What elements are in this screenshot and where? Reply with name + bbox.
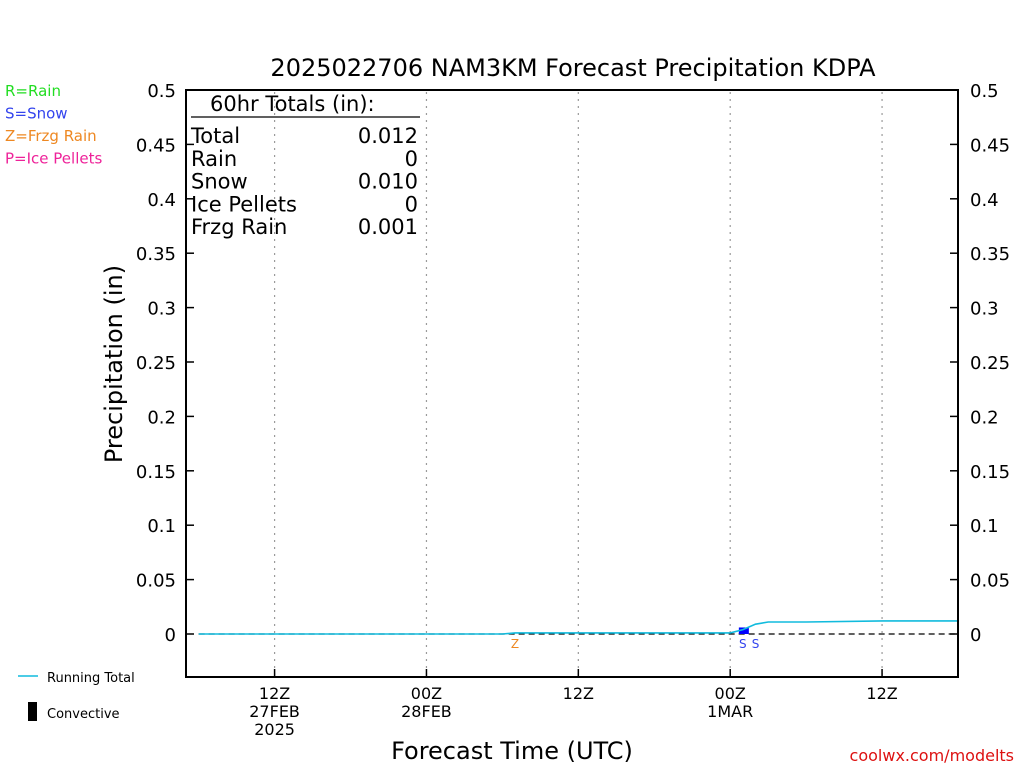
- credit-text[interactable]: coolwx.com/modelts: [850, 746, 1014, 765]
- legend-bar-swatch: [28, 702, 37, 721]
- totals-row-label: Ice Pellets: [191, 192, 297, 216]
- totals-row-value: 0: [405, 147, 418, 171]
- precip-type-marker: Z: [511, 637, 519, 651]
- convective-bar: [738, 627, 749, 634]
- precip-type-marker: S: [739, 637, 747, 651]
- bottom-legend: Running Total Convective: [18, 671, 135, 722]
- x-tick-label: 00Z: [411, 684, 442, 703]
- y-tick-label-right: 0.05: [970, 571, 1010, 592]
- y-axis-label: Precipitation (in): [100, 265, 128, 463]
- precip-type-legend-entry: S=Snow: [5, 105, 68, 123]
- running-total-series: [198, 620, 958, 635]
- y-tick-label-right: 0: [970, 625, 981, 646]
- chart-title: 2025022706 NAM3KM Forecast Precipitation…: [270, 54, 876, 82]
- x-tick-label: 2025: [254, 720, 295, 739]
- convective-bars: [738, 627, 749, 634]
- y-tick-label: 0.1: [147, 516, 176, 537]
- totals-row-label: Total: [190, 124, 240, 148]
- totals-row-value: 0.010: [358, 170, 418, 194]
- precip-type-marker: S: [752, 637, 760, 651]
- y-tick-label-right: 0.45: [970, 135, 1010, 156]
- y-tick-label: 0.15: [136, 462, 176, 483]
- y-tick-label-right: 0.3: [970, 299, 999, 320]
- totals-box: 60hr Totals (in): Total 0.012 Rain 0 Snow 0.01…: [190, 92, 420, 239]
- bottom-legend-label: Running Total: [47, 671, 135, 686]
- x-axis-label: Forecast Time (UTC): [391, 737, 633, 765]
- y-tick-label-right: 0.35: [970, 244, 1010, 265]
- y-tick-label: 0.05: [136, 571, 176, 592]
- plot-frame: [185, 89, 959, 678]
- y-tick-label-right: 0.25: [970, 353, 1010, 374]
- totals-row-label: Frzg Rain: [191, 215, 287, 239]
- x-tick-label: 12Z: [866, 684, 897, 703]
- y-tick-label: 0.2: [147, 407, 176, 428]
- x-tick-label: 1MAR: [707, 702, 753, 721]
- y-tick-label-right: 0.15: [970, 462, 1010, 483]
- precip-type-legend-entry: P=Ice Pellets: [5, 150, 102, 168]
- totals-row-label: Rain: [191, 147, 237, 171]
- totals-row-label: Snow: [191, 170, 248, 194]
- y-tick-label: 0.25: [136, 353, 176, 374]
- precip-type-legend: R=Rain S=Snow Z=Frzg Rain P=Ice Pellets: [5, 82, 102, 168]
- totals-heading: 60hr Totals (in):: [210, 92, 375, 116]
- running-total-line: [198, 620, 958, 635]
- y-tick-label-right: 0.4: [970, 190, 999, 211]
- y-tick-label: 0.35: [136, 244, 176, 265]
- totals-row-value: 0: [405, 192, 418, 216]
- y-tick-label: 0.3: [147, 299, 176, 320]
- y-axis-ticks: 0 0 0.05 0.05 0.1 0.1 0.15 0.15 0.2 0.2 0.25 0.25 0.…: [136, 81, 1010, 646]
- totals-row-value: 0.001: [358, 215, 418, 239]
- x-tick-label: 12Z: [259, 684, 290, 703]
- y-tick-label-right: 0.2: [970, 407, 999, 428]
- y-tick-label: 0.5: [147, 81, 176, 102]
- x-tick-label: 28FEB: [401, 702, 452, 721]
- x-tick-label: 12Z: [563, 684, 594, 703]
- precip-type-legend-entry: Z=Frzg Rain: [5, 127, 97, 145]
- y-tick-label: 0.4: [147, 190, 176, 211]
- x-tick-label: 27FEB: [249, 702, 300, 721]
- y-tick-label: 0.45: [136, 135, 176, 156]
- totals-row-value: 0.012: [358, 124, 418, 148]
- x-tick-label: 00Z: [715, 684, 746, 703]
- bottom-legend-label: Convective: [47, 707, 120, 722]
- y-tick-label-right: 0.1: [970, 516, 999, 537]
- precip-type-legend-entry: R=Rain: [5, 82, 61, 100]
- y-tick-label-right: 0.5: [970, 81, 999, 102]
- y-tick-label: 0: [165, 625, 176, 646]
